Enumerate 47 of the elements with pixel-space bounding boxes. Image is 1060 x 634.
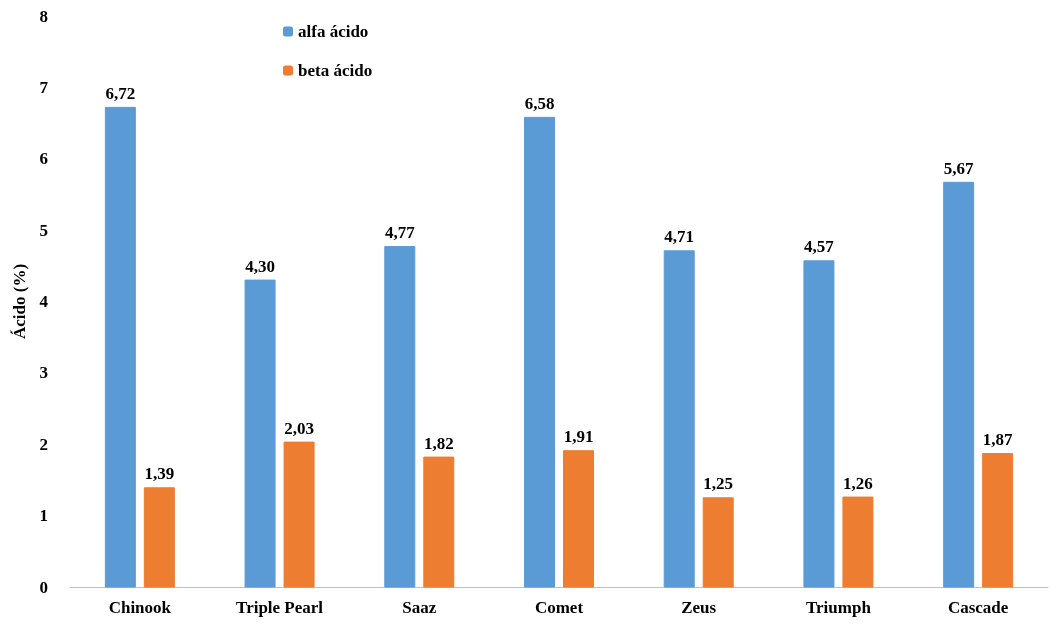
bar	[384, 246, 416, 588]
y-tick-label: 0	[39, 577, 48, 597]
bar	[104, 106, 136, 588]
y-tick-label: 6	[39, 149, 48, 169]
y-tick-label: 4	[39, 292, 49, 311]
x-tick-label: Triple Pearl	[236, 598, 324, 617]
bar	[423, 456, 455, 588]
bar	[982, 453, 1014, 588]
data-label: 6,72	[105, 83, 136, 103]
data-label: 4,77	[384, 223, 416, 243]
y-tick-label: 3	[39, 363, 48, 383]
data-label: 4,71	[664, 227, 695, 247]
y-tick-label: 8	[39, 6, 48, 26]
data-label: 1,91	[563, 427, 594, 447]
data-label: 1,87	[982, 430, 1014, 450]
y-axis-title: Ácido (%)	[10, 263, 29, 340]
bar	[244, 279, 276, 588]
data-label: 1,25	[703, 474, 734, 494]
x-tick-label: Chinook	[108, 598, 172, 617]
bar	[663, 250, 695, 588]
x-tick-label: Cascade	[947, 598, 1009, 617]
bar	[143, 487, 175, 588]
x-tick-label: Comet	[534, 598, 584, 617]
data-label: 5,67	[943, 158, 975, 178]
data-label: 1,82	[423, 433, 454, 453]
bar	[563, 450, 594, 588]
data-label: 4,30	[245, 256, 275, 276]
x-tick-label: Saaz	[402, 598, 437, 617]
y-tick-label: 2	[39, 434, 48, 454]
bar	[283, 441, 315, 588]
bar	[702, 497, 734, 588]
data-label: 1,26	[843, 473, 873, 493]
y-tick-label: 1	[39, 506, 48, 526]
data-label: 6,58	[524, 93, 555, 113]
data-label: 1,39	[144, 464, 175, 484]
bar	[943, 181, 975, 588]
x-tick-label: Triumph	[805, 598, 872, 617]
legend-label: beta ácido	[298, 61, 373, 80]
bar	[803, 260, 835, 588]
x-tick-label: Zeus	[681, 598, 717, 617]
bar	[842, 496, 874, 588]
y-tick-label: 5	[39, 220, 48, 240]
legend-label: alfa ácido	[298, 22, 369, 41]
y-tick-label: 7	[39, 77, 49, 97]
data-label: 2,03	[284, 418, 314, 438]
bar	[524, 116, 555, 588]
data-label: 4,57	[804, 237, 835, 257]
